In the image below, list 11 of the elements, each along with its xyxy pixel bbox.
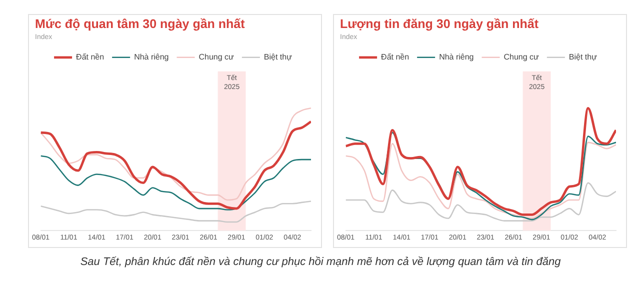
chart-title: Lượng tin đăng 30 ngày gần nhất	[340, 16, 540, 31]
legend-label: Đất nền	[381, 52, 410, 62]
chart-title: Mức độ quan tâm 30 ngày gần nhất	[35, 16, 246, 31]
legend-label: Nhà riêng	[134, 52, 169, 62]
legend-label: Chung cư	[198, 52, 235, 62]
text: Sau Tết, phân khúc đất nền và chung cư phục hồi mạnh mẽ hơn cả về lượng quan tâm và tin đăng	[79, 256, 562, 268]
legend-label: Đất nền	[76, 52, 104, 62]
legend-label: Biệt thự	[568, 52, 598, 62]
legend-label: Chung cư	[504, 52, 540, 62]
legend-label: Nhà riêng	[439, 52, 474, 62]
legend-label: Biệt thự	[264, 52, 293, 62]
